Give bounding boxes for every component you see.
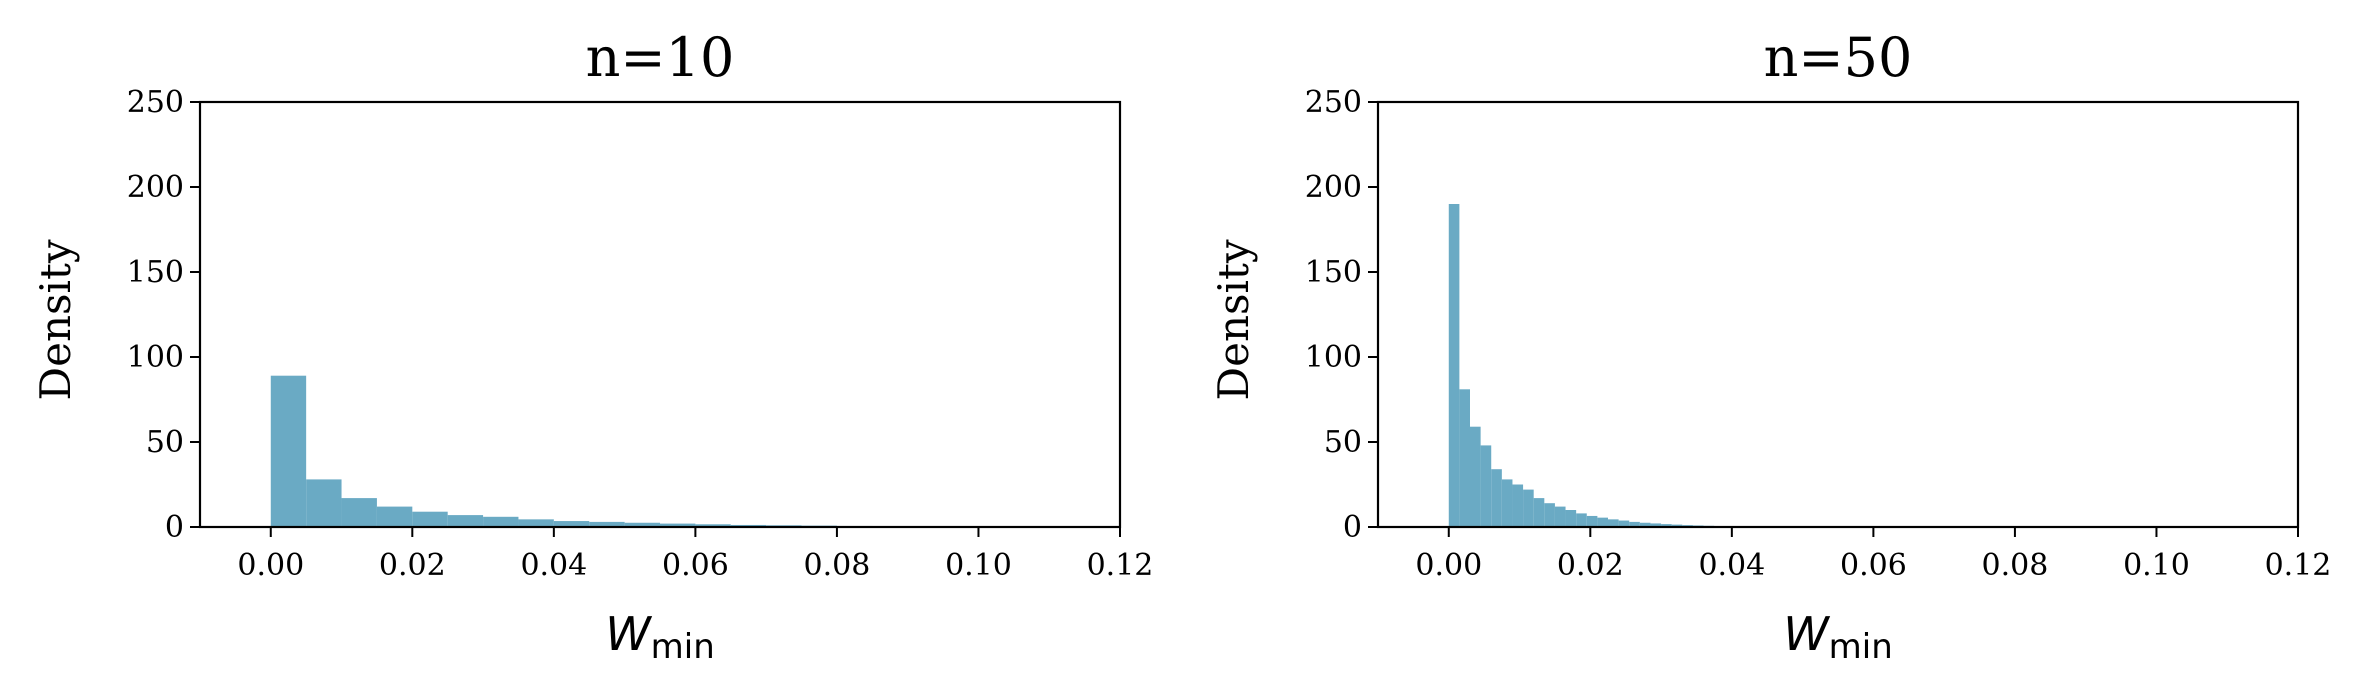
y-tick-label: 50 (1324, 425, 1362, 460)
x-axis-label-subscript: min (1829, 627, 1893, 667)
histogram-bar (447, 515, 484, 527)
histogram-bars (270, 375, 1120, 527)
histogram-bar (624, 522, 660, 527)
histogram-bar (1597, 517, 1608, 527)
histogram-bar (1565, 510, 1577, 527)
histogram-bar (412, 511, 448, 527)
x-tick-label: 0.08 (804, 548, 871, 583)
x-tick-label: 0.02 (1557, 548, 1624, 583)
plot-frame (1376, 100, 2300, 529)
histogram-bar (1586, 515, 1598, 527)
histogram-bar (1554, 506, 1566, 527)
x-axis-ticks: 0.00 0.02 0.04 0.06 0.08 0.10 0.12 (237, 527, 1153, 583)
histogram-bar (483, 516, 519, 527)
histogram-bar (1661, 524, 1672, 527)
histogram-bar (1501, 479, 1513, 527)
x-tick-label: 0.00 (1415, 548, 1482, 583)
y-tick-label: 100 (127, 340, 184, 375)
y-axis-label: Density (31, 239, 80, 400)
y-tick-label: 0 (1343, 510, 1362, 545)
x-tick-label: 0.00 (237, 548, 304, 583)
histogram-bar (1671, 524, 1683, 527)
x-axis-label: Wmin (1783, 607, 1893, 667)
y-tick-label: 250 (127, 85, 184, 120)
x-tick-label: 0.12 (1087, 548, 1154, 583)
histogram-bar (1491, 469, 1502, 527)
histogram-bar (1618, 520, 1630, 527)
histogram-bar (1459, 389, 1470, 527)
y-tick-label: 250 (1305, 85, 1362, 120)
histogram-bar (376, 506, 413, 527)
chart-panel-n50: n=50 0.00 0.02 0.04 0.06 0.08 0.10 0.12 0 50 100… (1209, 26, 2331, 667)
histogram-bar (1448, 204, 1460, 527)
x-axis-label: Wmin (605, 607, 715, 667)
histogram-bar (1480, 445, 1492, 527)
histogram-bar (1523, 489, 1534, 527)
histogram-bar (1512, 484, 1524, 527)
histogram-bars (1448, 204, 1768, 527)
histogram-bar (553, 521, 590, 527)
y-tick-label: 200 (127, 170, 184, 205)
x-axis-ticks: 0.00 0.02 0.04 0.06 0.08 0.10 0.12 (1415, 527, 2331, 583)
x-tick-label: 0.04 (1698, 548, 1765, 583)
y-tick-label: 100 (1305, 340, 1362, 375)
chart-title: n=10 (586, 26, 735, 89)
plot-frame (198, 100, 1122, 529)
x-tick-label: 0.10 (945, 548, 1012, 583)
histogram-bar (1608, 519, 1619, 527)
x-tick-label: 0.08 (1982, 548, 2049, 583)
x-axis-label-subscript: min (651, 627, 715, 667)
histogram-bar (306, 479, 342, 527)
x-tick-label: 0.04 (520, 548, 587, 583)
x-tick-label: 0.10 (2123, 548, 2190, 583)
y-tick-label: 200 (1305, 170, 1362, 205)
x-axis-label-main: W (605, 607, 652, 661)
x-tick-label: 0.02 (379, 548, 446, 583)
y-axis-label: Density (1209, 239, 1258, 400)
histogram-bar (341, 498, 377, 527)
y-tick-label: 150 (1305, 255, 1362, 290)
y-axis-ticks: 0 50 100 150 200 250 (1305, 85, 1378, 545)
histogram-bar (1544, 503, 1555, 527)
histogram-bar (660, 523, 696, 527)
histogram-bar (518, 519, 554, 527)
x-tick-label: 0.06 (662, 548, 729, 583)
histogram-bar (1639, 522, 1651, 527)
y-tick-label: 0 (165, 510, 184, 545)
histogram-bar (589, 521, 625, 527)
histogram-bar (270, 375, 307, 527)
y-tick-label: 150 (127, 255, 184, 290)
chart-title: n=50 (1764, 26, 1913, 89)
histogram-bar (1470, 426, 1481, 527)
histogram-bar (695, 524, 731, 527)
chart-panel-n10: n=10 0.00 0.02 0.04 0.06 0.08 0.10 0.12 0 50 100… (31, 26, 1153, 667)
x-axis-label-main: W (1783, 607, 1830, 661)
y-tick-label: 50 (146, 425, 184, 460)
histogram-bar (1576, 513, 1587, 527)
y-axis-ticks: 0 50 100 150 200 250 (127, 85, 200, 545)
x-tick-label: 0.12 (2265, 548, 2332, 583)
histogram-bar (1629, 521, 1640, 527)
histogram-bar (1533, 498, 1545, 527)
x-tick-label: 0.06 (1840, 548, 1907, 583)
histogram-bar (1650, 523, 1662, 527)
